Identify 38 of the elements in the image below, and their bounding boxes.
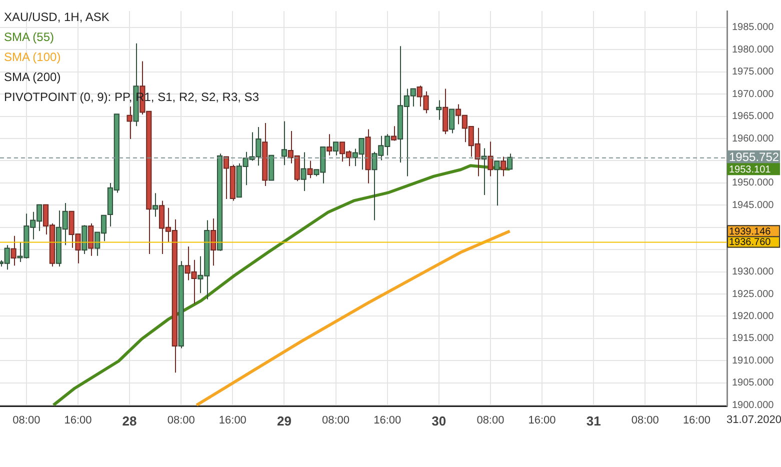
annotation: SMA (200) xyxy=(4,69,62,86)
y-tick-label: 1980.000 xyxy=(732,44,774,56)
text: 31.07.2020 xyxy=(726,414,781,426)
x-tick-label: 29 xyxy=(276,413,292,428)
x-tick-label: 31 xyxy=(586,413,601,428)
x-tick-label: 08:00 xyxy=(322,414,350,427)
chart-title: XAU/USD, 1H, ASK xyxy=(4,9,110,26)
x-tick-label: 16:00 xyxy=(528,414,556,427)
x-tick-label: 16:00 xyxy=(64,414,92,427)
y-tick-label: 1960.000 xyxy=(732,133,774,144)
y-tick-label: 1975.000 xyxy=(732,66,774,78)
x-tick-label: 16:00 xyxy=(374,414,402,427)
ref-line-label: 1936.760 xyxy=(729,237,772,248)
x-tick-label: 30 xyxy=(432,413,446,428)
y-tick-label: 1945.000 xyxy=(732,200,774,211)
x-tick-label: 16:00 xyxy=(218,414,246,427)
y-tick-label: 1985.000 xyxy=(732,22,774,34)
y-tick-label: 1910.000 xyxy=(732,355,774,366)
text: 1953.101 xyxy=(729,164,772,176)
ref-line-label: 1955.752 xyxy=(729,150,780,164)
y-tick-label: 1930.000 xyxy=(732,266,774,278)
text: 1939.146 xyxy=(729,226,772,238)
y-tick-label: 1915.000 xyxy=(732,333,774,344)
y-tick-label: 1970.000 xyxy=(732,88,774,100)
y-tick-label: 1920.000 xyxy=(732,310,774,322)
y-tick-label: 1925.000 xyxy=(732,288,774,300)
x-tick-label: 08:00 xyxy=(476,414,504,427)
y-tick-label: 1965.000 xyxy=(732,111,774,122)
x-tick-label: 16:00 xyxy=(682,414,710,427)
y-tick-label: 1905.000 xyxy=(732,378,774,389)
y-tick-label: 1950.000 xyxy=(732,178,774,189)
x-tick-label: 08:00 xyxy=(167,414,195,427)
y-tick-label: 1900.000 xyxy=(732,400,774,411)
text: SMA (100) xyxy=(4,49,62,66)
x-tick-label: 08:00 xyxy=(12,414,40,427)
x-tick-label: 28 xyxy=(122,413,137,428)
x-tick-label: 08:00 xyxy=(631,414,659,427)
text: SMA (55) xyxy=(4,29,56,46)
